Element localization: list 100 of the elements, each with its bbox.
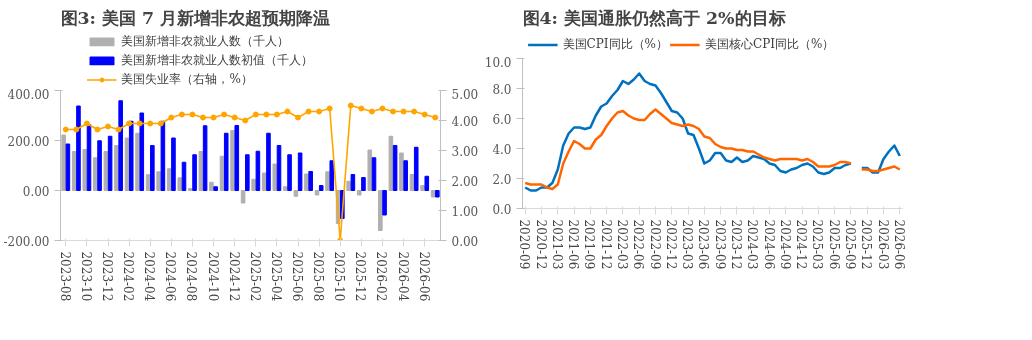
legend-label: 美国CPI同比（%） — [562, 35, 668, 53]
x-tick-label: 2024-12 — [226, 251, 241, 302]
legend-label: 美国核心CPI同比（%） — [704, 35, 835, 53]
x-tick-label: 2024-03 — [745, 219, 760, 270]
point — [316, 108, 323, 115]
point — [178, 111, 185, 118]
point — [62, 126, 69, 133]
point — [126, 120, 133, 127]
x-tick-label: 2025-08 — [311, 251, 326, 302]
y-tick-label: 400.00 — [7, 87, 50, 102]
x-tick-label: 2025-12 — [859, 219, 874, 270]
legend-label: 美国新增非农就业人数初值（千人） — [121, 51, 314, 69]
x-tick-label: 2023-12 — [100, 251, 114, 302]
y-tick-label: 0.0 — [492, 202, 512, 217]
point — [421, 111, 428, 118]
point — [83, 120, 90, 127]
x-tick-label: 2024-09 — [777, 219, 792, 270]
x-tick-label: 2024-08 — [184, 251, 199, 302]
y2-tick-label: 3.00 — [451, 144, 479, 159]
x-tick-label: 2023-03 — [680, 219, 695, 270]
point — [242, 117, 249, 124]
y-tick-label: 4.0 — [492, 142, 512, 157]
point — [284, 108, 291, 115]
point — [115, 126, 122, 133]
point — [379, 105, 386, 112]
x-tick-label: 2021-09 — [582, 219, 597, 270]
x-tick-label: 2022-06 — [631, 219, 646, 270]
legend-label: 美国失业率（右轴，%） — [121, 70, 253, 88]
x-tick-label: 2023-10 — [78, 251, 93, 302]
y-tick-label: -200.00 — [3, 234, 50, 249]
x-tick-label: 2022-09 — [647, 219, 662, 270]
x-tick-label: 2025-12 — [353, 251, 368, 302]
y-tick-label: 6.0 — [492, 112, 512, 127]
y2-tick-label: 4.00 — [451, 114, 479, 129]
point — [73, 126, 80, 133]
x-tick-label: 2025-06 — [290, 251, 304, 302]
point — [157, 120, 164, 127]
x-tick-label: 2024-06 — [163, 251, 178, 302]
point — [136, 120, 143, 127]
point — [147, 120, 154, 127]
x-tick-label: 2025-02 — [247, 251, 262, 302]
point — [305, 108, 312, 115]
point — [168, 114, 175, 121]
point — [347, 102, 354, 109]
x-tick-label: 2022-03 — [614, 219, 629, 270]
x-tick-label: 2026-04 — [395, 251, 410, 302]
point — [200, 114, 206, 121]
x-tick-label: 2022-12 — [663, 219, 678, 270]
legend-label: 美国新增非农就业人数（千人） — [121, 32, 290, 50]
point — [273, 111, 280, 118]
point — [94, 126, 101, 133]
x-tick-label: 2024-10 — [205, 251, 220, 302]
x-tick-label: 2026-03 — [875, 219, 890, 270]
x-tick-label: 2025-04 — [268, 251, 283, 302]
x-tick-label: 2025-06 — [826, 219, 841, 270]
y2-tick-label: 5.00 — [451, 87, 479, 102]
x-tick-label: 2023-12 — [728, 219, 743, 270]
x-tick-label: 2026-06 — [416, 251, 431, 302]
y-tick-label: 0.00 — [22, 184, 50, 199]
x-tick-label: 2020-09 — [517, 219, 532, 270]
point — [231, 114, 238, 121]
point — [326, 105, 333, 112]
point — [263, 111, 270, 118]
x-tick-label: 2026-06 — [891, 219, 906, 270]
x-tick-label: 2025-09 — [842, 219, 857, 270]
y2-tick-label: 2.00 — [451, 174, 479, 189]
x-tick-label: 2026-02 — [374, 251, 389, 302]
x-tick-label: 2025-10 — [332, 251, 347, 302]
x-tick-label: 2023-08 — [57, 251, 72, 302]
point — [295, 114, 301, 121]
y2-tick-label: 1.00 — [451, 204, 479, 219]
y-tick-label: 8.0 — [492, 82, 512, 97]
x-tick-label: 2025-03 — [810, 219, 825, 270]
x-tick-label: 2024-06 — [761, 219, 776, 270]
point — [358, 105, 365, 112]
point — [221, 111, 228, 118]
chart-title: 图4: 美国通胀仍然高于 2%的目标 — [522, 7, 786, 28]
point — [400, 108, 407, 115]
x-tick-label: 2024-04 — [142, 251, 157, 302]
point — [210, 114, 217, 121]
y-tick-label: 200.00 — [7, 134, 50, 149]
x-tick-label: 2023-06 — [696, 219, 711, 270]
point — [390, 108, 396, 115]
x-tick-label: 2020-12 — [533, 219, 548, 270]
x-tick-label: 2024-12 — [794, 219, 809, 270]
y2-tick-label: 0.00 — [451, 234, 479, 249]
point — [252, 111, 259, 118]
chart-title: 图3: 美国 7 月新增非农超预期降温 — [60, 7, 331, 28]
x-tick-label: 2021-12 — [598, 219, 613, 270]
y-tick-label: 2.0 — [492, 172, 512, 187]
y-tick-label: 10.0 — [484, 55, 512, 70]
point — [411, 108, 418, 115]
x-tick-label: 2021-03 — [549, 219, 564, 270]
x-tick-label: 2021-06 — [566, 219, 581, 270]
point — [432, 114, 439, 121]
point — [368, 108, 375, 115]
point — [189, 111, 196, 118]
x-tick-label: 2023-09 — [712, 219, 727, 270]
point — [105, 123, 111, 130]
x-tick-label: 2024-02 — [121, 251, 136, 302]
